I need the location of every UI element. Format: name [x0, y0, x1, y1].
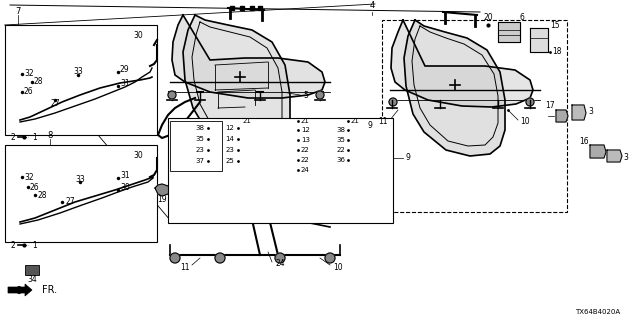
- Text: 30: 30: [120, 182, 130, 191]
- Text: 9: 9: [367, 122, 372, 131]
- Text: 22: 22: [301, 157, 310, 163]
- Text: 5: 5: [303, 91, 308, 100]
- Text: 11: 11: [378, 117, 388, 126]
- Text: 32: 32: [24, 172, 34, 181]
- Polygon shape: [172, 15, 325, 98]
- Bar: [5, 25, 157, 135]
- Text: 1: 1: [32, 132, 36, 141]
- Polygon shape: [404, 20, 505, 156]
- Polygon shape: [498, 22, 520, 42]
- Text: 2: 2: [10, 132, 15, 141]
- Text: 9: 9: [406, 154, 411, 163]
- Bar: [382, 20, 567, 212]
- Text: 21: 21: [351, 118, 360, 124]
- Circle shape: [275, 253, 285, 263]
- Text: 27: 27: [50, 99, 60, 108]
- Text: 25: 25: [225, 158, 234, 164]
- Circle shape: [170, 253, 180, 263]
- Text: 22: 22: [336, 147, 345, 153]
- Text: 30: 30: [133, 150, 143, 159]
- Text: 23: 23: [195, 147, 204, 153]
- Text: 34: 34: [27, 276, 37, 284]
- Text: 12: 12: [225, 125, 234, 131]
- Text: 20: 20: [483, 13, 493, 22]
- Text: TX64B4020A: TX64B4020A: [575, 309, 620, 315]
- Bar: [168, 118, 393, 223]
- Text: 31: 31: [120, 171, 130, 180]
- Text: 2: 2: [10, 241, 15, 250]
- Text: 21: 21: [301, 118, 310, 124]
- Text: 30: 30: [133, 31, 143, 41]
- Bar: [5, 145, 157, 242]
- Text: 24: 24: [301, 167, 310, 173]
- Text: 38: 38: [336, 127, 345, 133]
- Polygon shape: [556, 110, 568, 122]
- Polygon shape: [590, 145, 606, 158]
- Text: 33: 33: [73, 68, 83, 76]
- Text: 12: 12: [301, 127, 310, 133]
- Text: 10: 10: [520, 117, 530, 126]
- Text: 15: 15: [550, 20, 559, 29]
- Circle shape: [325, 253, 335, 263]
- Text: 3: 3: [588, 108, 593, 116]
- Text: 3: 3: [623, 153, 628, 162]
- Text: 33: 33: [75, 174, 85, 183]
- Text: 24: 24: [275, 260, 285, 268]
- Text: 28: 28: [34, 77, 44, 86]
- Text: 18: 18: [552, 47, 561, 57]
- Circle shape: [526, 98, 534, 106]
- Text: 21: 21: [243, 118, 252, 124]
- Polygon shape: [530, 28, 548, 52]
- Circle shape: [215, 253, 225, 263]
- Text: FR.: FR.: [42, 285, 57, 295]
- Bar: [170, 121, 222, 171]
- Text: 27: 27: [65, 197, 75, 206]
- Text: 19: 19: [157, 196, 167, 204]
- Circle shape: [168, 91, 176, 99]
- Polygon shape: [155, 184, 170, 196]
- Text: 31: 31: [120, 78, 130, 87]
- Polygon shape: [183, 15, 290, 152]
- Polygon shape: [391, 20, 533, 107]
- Polygon shape: [572, 105, 586, 120]
- Text: 7: 7: [15, 6, 20, 15]
- Text: 14: 14: [225, 136, 234, 142]
- Text: 23: 23: [225, 147, 234, 153]
- Text: 8: 8: [47, 131, 52, 140]
- Text: 17: 17: [545, 101, 555, 110]
- Text: 13: 13: [301, 137, 310, 143]
- Text: 1: 1: [32, 241, 36, 250]
- Text: 32: 32: [24, 69, 34, 78]
- Circle shape: [389, 98, 397, 106]
- Text: 38: 38: [195, 125, 204, 131]
- Text: 36: 36: [336, 157, 345, 163]
- Circle shape: [316, 91, 324, 99]
- Text: 22: 22: [301, 147, 310, 153]
- Polygon shape: [8, 284, 32, 296]
- Text: 28: 28: [37, 190, 47, 199]
- Text: 6: 6: [520, 12, 525, 21]
- Text: 4: 4: [369, 2, 374, 11]
- Text: 35: 35: [336, 137, 345, 143]
- Text: 11: 11: [180, 263, 190, 273]
- Text: 37: 37: [195, 158, 204, 164]
- Text: 29: 29: [120, 65, 130, 74]
- Polygon shape: [607, 150, 622, 162]
- Text: 26: 26: [30, 182, 40, 191]
- Text: 35: 35: [195, 136, 204, 142]
- Bar: [25, 265, 39, 275]
- Text: 26: 26: [24, 87, 34, 97]
- Text: 16: 16: [579, 138, 589, 147]
- Text: 10: 10: [333, 263, 342, 273]
